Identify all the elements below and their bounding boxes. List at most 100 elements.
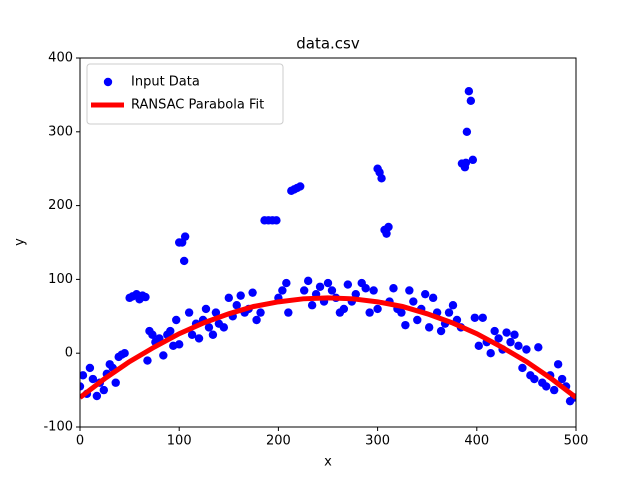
- data-point: [401, 320, 410, 330]
- data-point: [461, 158, 471, 167]
- legend-swatch: [103, 77, 113, 87]
- data-point: [506, 337, 515, 347]
- x-tick-label: 200: [266, 434, 291, 449]
- data-point: [184, 308, 194, 317]
- data-point: [557, 374, 567, 384]
- data-point: [201, 304, 211, 314]
- data-point: [389, 284, 398, 293]
- data-point: [397, 308, 406, 317]
- data-point: [428, 293, 438, 303]
- data-point: [339, 304, 349, 314]
- data-point: [542, 382, 551, 391]
- legend-box: [86, 63, 284, 125]
- y-tick-label: 400: [48, 51, 73, 66]
- data-point: [444, 308, 454, 317]
- data-point: [299, 286, 309, 295]
- fit-line: [80, 295, 576, 400]
- data-point: [522, 345, 531, 354]
- data-point: [80, 382, 85, 391]
- plot-area: [80, 87, 576, 406]
- data-point: [172, 315, 181, 325]
- data-point: [474, 341, 483, 351]
- data-point: [204, 323, 214, 332]
- data-point: [208, 330, 218, 339]
- data-point: [166, 326, 175, 336]
- data-point: [448, 301, 458, 310]
- chart-title: data.csv: [296, 35, 360, 53]
- data-point: [462, 127, 472, 136]
- legend-label: RANSAC Parabola Fit: [131, 98, 264, 113]
- data-point: [502, 328, 511, 337]
- data-point: [224, 293, 233, 303]
- data-point: [421, 289, 430, 299]
- x-tick-label: 300: [365, 434, 390, 449]
- data-point: [351, 289, 360, 299]
- data-point: [518, 363, 527, 373]
- data-point: [494, 334, 503, 343]
- plot-frame: [79, 57, 577, 428]
- data-point: [436, 326, 446, 336]
- data-point: [272, 216, 281, 225]
- data-point: [468, 155, 478, 165]
- x-tick-label: 0: [76, 434, 84, 449]
- x-tick-label: 500: [564, 434, 589, 449]
- data-point: [143, 356, 152, 365]
- data-point: [369, 286, 378, 295]
- data-point: [252, 315, 261, 325]
- data-point: [384, 222, 393, 232]
- data-point: [159, 351, 168, 360]
- y-tick-label: -100: [43, 420, 73, 435]
- data-point: [307, 301, 317, 310]
- data-point: [99, 385, 109, 395]
- x-tick-label: 100: [167, 434, 192, 449]
- data-point: [236, 291, 245, 300]
- data-point: [92, 391, 102, 401]
- data-point: [120, 349, 129, 358]
- data-point: [296, 182, 305, 191]
- y-tick-label: 0: [65, 346, 73, 361]
- data-point: [424, 323, 434, 332]
- data-point: [88, 374, 98, 384]
- data-point: [413, 315, 422, 325]
- data-point: [141, 292, 150, 302]
- data-point: [549, 385, 559, 395]
- data-point: [466, 96, 476, 106]
- y-axis-label: y: [13, 238, 28, 246]
- data-point: [219, 323, 229, 332]
- data-point: [534, 343, 543, 352]
- data-point: [282, 278, 291, 288]
- data-point: [256, 308, 265, 317]
- data-point: [187, 330, 197, 339]
- data-point: [179, 256, 189, 266]
- data-point: [194, 334, 204, 343]
- data-point: [409, 297, 418, 306]
- data-point: [248, 288, 257, 297]
- y-tick-label: 100: [48, 272, 73, 287]
- data-point: [514, 341, 523, 351]
- data-point: [530, 374, 539, 384]
- data-point: [464, 87, 474, 96]
- data-point: [85, 363, 95, 373]
- data-point: [80, 371, 88, 380]
- data-point: [382, 229, 391, 238]
- data-point: [211, 308, 221, 317]
- data-point: [377, 174, 386, 183]
- data-point: [490, 326, 499, 336]
- data-point: [323, 278, 333, 288]
- data-point: [365, 308, 374, 317]
- data-point: [284, 308, 293, 317]
- data-point: [553, 360, 563, 369]
- data-point: [315, 282, 325, 291]
- y-tick-label: 200: [48, 198, 73, 213]
- data-point: [470, 313, 480, 322]
- data-point: [510, 330, 519, 339]
- data-point: [180, 232, 190, 241]
- data-point: [327, 286, 337, 295]
- data-point: [361, 284, 370, 293]
- x-tick-label: 400: [464, 434, 489, 449]
- data-point: [478, 313, 487, 322]
- data-point: [303, 276, 313, 286]
- data-point: [486, 349, 495, 358]
- x-axis-label: x: [324, 455, 332, 470]
